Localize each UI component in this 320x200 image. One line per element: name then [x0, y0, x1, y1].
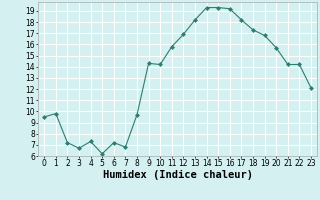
X-axis label: Humidex (Indice chaleur): Humidex (Indice chaleur): [103, 170, 252, 180]
